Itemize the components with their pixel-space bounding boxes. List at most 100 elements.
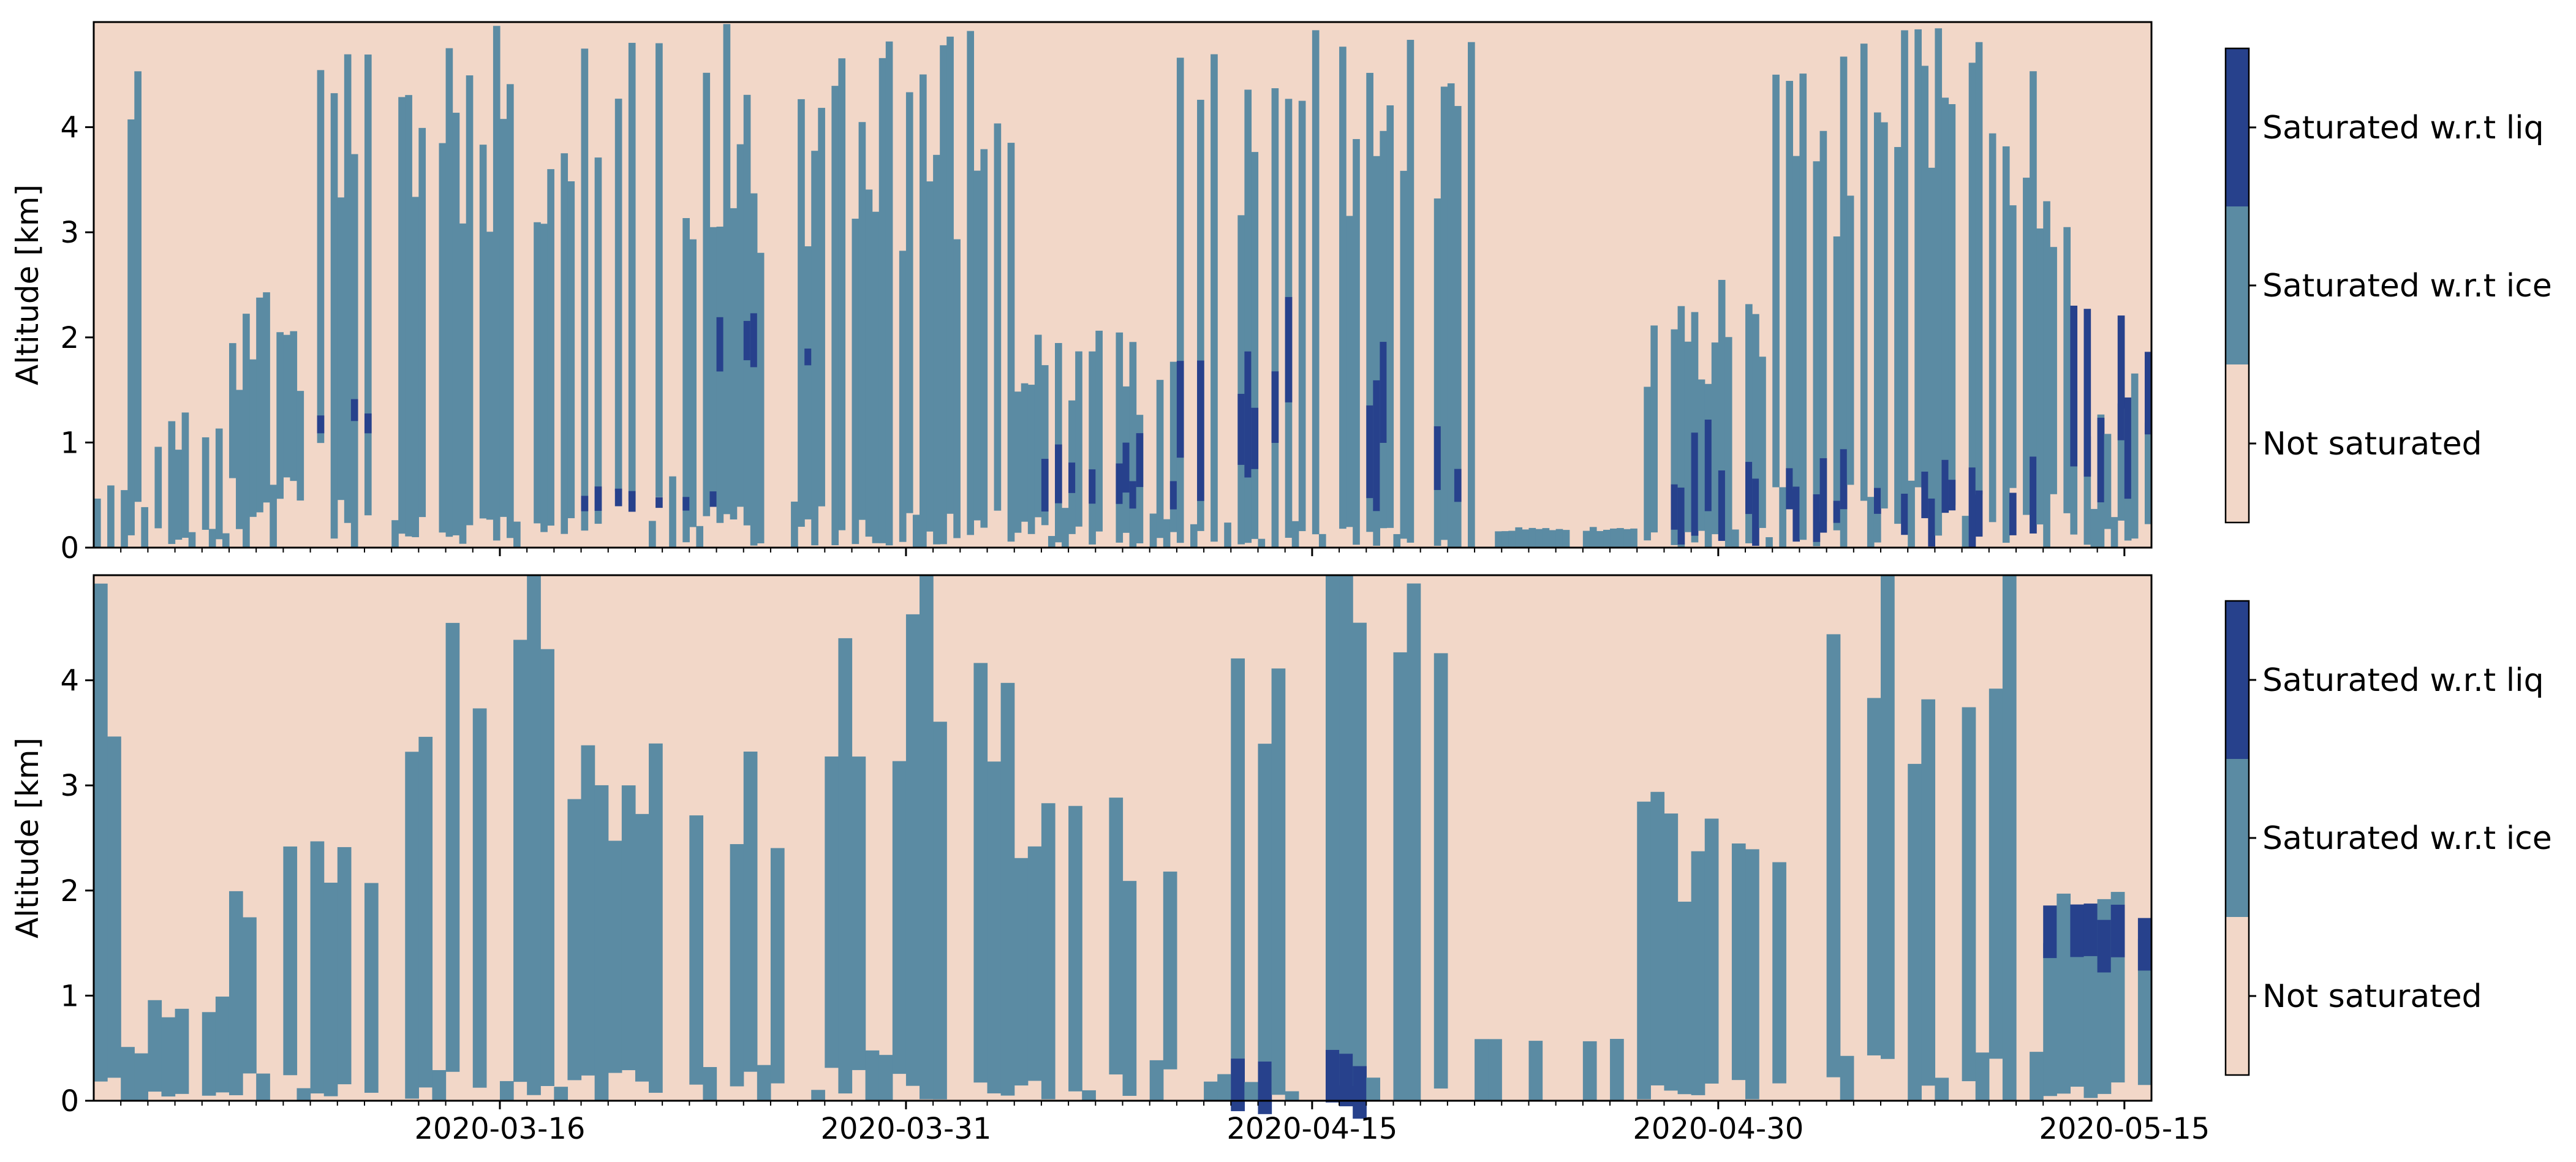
cell-ice	[418, 127, 426, 518]
cell-ice	[540, 649, 554, 1086]
cell-ice	[2057, 893, 2071, 1094]
cell-ice	[1433, 653, 1448, 1089]
colorbar-swatch	[2226, 206, 2249, 365]
cell-ice	[1677, 306, 1685, 548]
cell-ice	[1766, 537, 1773, 548]
cell-ice	[892, 761, 907, 1074]
cell-ice	[2090, 508, 2098, 548]
cell-ice	[283, 334, 291, 478]
cell-ice	[256, 1073, 270, 1101]
cell-ice	[1860, 43, 1868, 501]
cell-ice	[743, 94, 751, 526]
cell-ice	[1582, 1041, 1597, 1101]
cell-liq	[2117, 315, 2125, 440]
cell-ice	[418, 736, 433, 1088]
cell-ice	[270, 485, 277, 548]
cell-ice	[1704, 818, 1719, 1084]
cell-ice	[398, 97, 406, 534]
cell-ice	[1752, 314, 1759, 530]
colorbar-bottom: Saturated w.r.t liq Saturated w.r.t ice No…	[2224, 600, 2552, 1076]
y-axis-label-bottom: Altitude [km]	[10, 738, 45, 938]
cell-ice	[1156, 380, 1164, 538]
x-axis-top	[120, 548, 2126, 556]
cell-ice	[743, 751, 758, 1072]
cell-liq	[2030, 456, 2037, 534]
cell-ice	[107, 736, 121, 1078]
cell-ice	[1488, 1039, 1502, 1101]
cell-ice	[811, 151, 818, 546]
cell-ice	[1549, 530, 1557, 548]
cell-ice	[1826, 634, 1841, 1077]
cell-ice	[229, 891, 243, 1095]
cell-liq	[1941, 459, 1949, 513]
cell-liq	[1231, 1058, 1245, 1112]
cell-ice	[791, 501, 798, 548]
cell-ice	[1468, 42, 1475, 548]
cell-liq	[1258, 1062, 1272, 1114]
cell-ice	[1637, 801, 1651, 1100]
cell-ice	[818, 108, 825, 507]
cell-ice	[1339, 575, 1353, 1085]
cell-ice	[2104, 434, 2112, 529]
cell-liq	[1786, 468, 1793, 510]
cell-ice	[2002, 146, 2010, 543]
cell-liq	[1197, 360, 1204, 501]
cell-liq	[1704, 420, 1712, 511]
y-tick-label: 0	[60, 531, 79, 565]
cell-ice	[2043, 201, 2050, 548]
cell-ice	[709, 227, 717, 497]
cell-ice	[2050, 247, 2057, 494]
cell-ice	[1617, 528, 1624, 548]
cell-liq	[581, 496, 589, 511]
cell-ice	[1271, 88, 1279, 548]
cell-ice	[730, 208, 738, 520]
cell-ice	[493, 26, 500, 541]
cell-ice	[527, 575, 541, 1095]
cell-ice	[628, 42, 636, 501]
cell-ice	[310, 841, 325, 1094]
cell-ice	[736, 144, 744, 507]
cell-ice	[1027, 846, 1042, 1081]
colorbar-label: Saturated w.r.t ice	[2262, 268, 2552, 304]
cell-ice	[1075, 351, 1082, 527]
cell-ice	[581, 48, 589, 531]
cell-ice	[1163, 871, 1177, 1070]
cell-ice	[154, 447, 162, 529]
cell-ice	[2144, 423, 2152, 524]
cell-liq	[1244, 351, 1252, 478]
cell-ice	[1041, 803, 1056, 1100]
cell-ice	[2002, 575, 2017, 1101]
cell-ice	[1630, 528, 1637, 548]
cell-liq	[614, 488, 622, 507]
cell-ice	[134, 71, 142, 502]
cell-ice	[513, 521, 521, 548]
cell-ice	[614, 99, 622, 491]
cell-ice	[1528, 527, 1536, 548]
cell-ice	[1027, 385, 1035, 534]
cell-ice	[208, 529, 216, 548]
cell-ice	[852, 756, 866, 1070]
cell-liq	[1055, 444, 1062, 504]
cell-liq	[750, 313, 758, 368]
cell-ice	[445, 48, 453, 537]
colorbar-swatch	[2226, 48, 2249, 207]
cell-ice	[953, 239, 961, 538]
cell-ice	[1353, 622, 1367, 1087]
cell-ice	[1149, 513, 1157, 548]
cell-ice	[1935, 1077, 1949, 1101]
heatmap-cells-bottom	[94, 575, 2152, 1119]
cell-ice	[2009, 205, 2017, 488]
cell-ice	[1603, 529, 1611, 548]
cell-ice	[1881, 575, 1895, 1059]
cell-liq	[1251, 407, 1259, 469]
cell-ice	[1589, 527, 1597, 548]
cell-ice	[1779, 487, 1786, 548]
cell-liq	[317, 415, 325, 434]
cell-ice	[297, 391, 304, 501]
cell-ice	[703, 72, 711, 516]
cell-ice	[1244, 1082, 1259, 1101]
cell-ice	[594, 785, 609, 1101]
cell-ice	[912, 515, 920, 548]
